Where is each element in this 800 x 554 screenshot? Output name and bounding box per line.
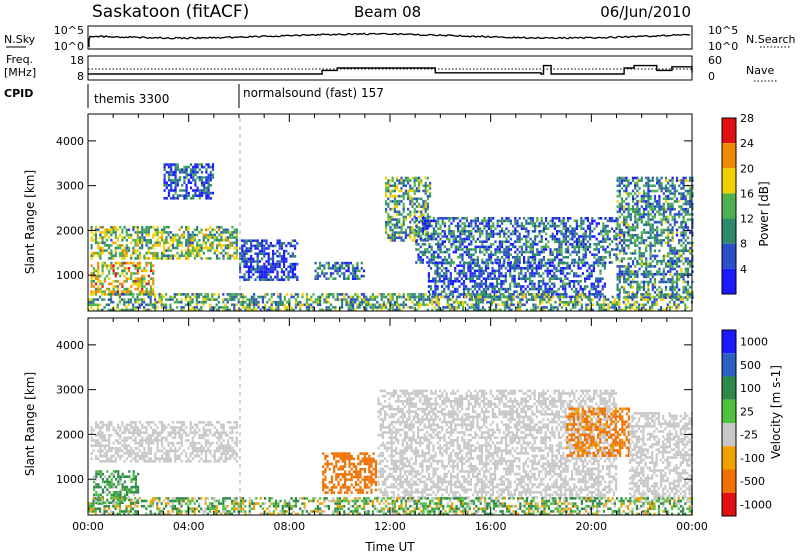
y-tick-label: 4000 [56, 339, 84, 352]
colorbar-segment [722, 243, 736, 269]
freq-label-1: Freq. [6, 53, 33, 66]
cpid-entry-1: themis 3300 [94, 92, 169, 106]
echo-region [90, 261, 155, 296]
velocity-echo-layer [88, 389, 693, 516]
y-tick-label: 4000 [56, 135, 84, 148]
x-tick-label: 04:00 [173, 520, 205, 533]
nave-tick-high: 60 [708, 54, 722, 67]
y-tick-label: 3000 [56, 180, 84, 193]
velocity-ylabel: Slant Range [km] [23, 372, 37, 476]
colorbar-segment [722, 423, 736, 447]
x-tick-label: 20:00 [575, 520, 607, 533]
colorbar-segment [722, 376, 736, 400]
y-tick-label: 2000 [56, 428, 84, 441]
echo-region [322, 452, 377, 494]
x-tick-label: 00:00 [72, 520, 104, 533]
echo-region [163, 163, 215, 200]
power-x-ticks [87, 114, 693, 311]
x-tick-label: 08:00 [273, 520, 305, 533]
echo-region [616, 176, 694, 299]
colorbar-tick-label: -500 [740, 475, 765, 488]
cpid-row: CPID themis 3300 normalsound (fast) 157 [4, 84, 384, 108]
cpid-label: CPID [4, 87, 33, 100]
y-tick-label: 1000 [56, 269, 84, 282]
colorbar-segment [722, 399, 736, 423]
colorbar-segment [722, 492, 736, 516]
power-ylabel: Slant Range [km] [23, 170, 37, 274]
colorbar-tick-label: 12 [740, 213, 754, 226]
colorbar-segment [722, 218, 736, 244]
colorbar-segment [722, 143, 736, 169]
x-tick-label: 16:00 [475, 520, 507, 533]
colorbar-segment [722, 469, 736, 493]
nsearch-tick-low: 10^0 [708, 40, 738, 53]
y-tick-label: 2000 [56, 224, 84, 237]
colorbar-tick-label: -1000 [740, 498, 772, 511]
colorbar-segment [722, 353, 736, 377]
y-tick-label: 3000 [56, 384, 84, 397]
echo-region [629, 412, 693, 503]
echo-region [385, 176, 432, 242]
nave-tick-low: 0 [708, 70, 715, 83]
colorbar-tick-label: 25 [740, 405, 754, 418]
velocity-x-axis: 00:00 04:00 08:00 12:00 16:00 20:00 00:00 [72, 318, 708, 533]
velocity-y-axis: 1000 2000 3000 4000 [56, 339, 692, 486]
y-tick-label: 1000 [56, 473, 84, 486]
colorbar-tick-label: 28 [740, 112, 754, 125]
echo-region [415, 217, 618, 264]
colorbar-segment [722, 268, 736, 294]
colorbar-tick-label: -25 [740, 429, 758, 442]
colorbar-frame [721, 117, 737, 295]
nsearch-tick-high: 10^5 [708, 24, 738, 37]
colorbar-tick-label: 100 [740, 382, 761, 395]
x-tick-label: 00:00 [676, 520, 708, 533]
freq-tick-low: 8 [77, 70, 84, 83]
colorbar-segment [722, 330, 736, 354]
colorbar-frame [721, 329, 737, 517]
nsearch-label: N.Search [746, 33, 796, 46]
date-title: 06/Jun/2010 [600, 3, 691, 21]
power-colorbar: 4 8 12 16 20 24 28 Power [dB] [721, 112, 771, 295]
freq-tick-high: 18 [70, 54, 84, 67]
echo-region [90, 421, 238, 463]
colorbar-tick-label: 500 [740, 359, 761, 372]
x-tick-label: 12:00 [374, 520, 406, 533]
echo-region [566, 407, 630, 457]
x-axis-label: Time UT [364, 540, 415, 554]
colorbar-tick-label: -100 [740, 452, 765, 465]
colorbar-tick-label: 1000 [740, 336, 768, 349]
nsky-tick-high: 10^5 [54, 24, 84, 37]
velocity-colorbar-label: Velocity [m s-1] [769, 365, 783, 459]
colorbar-tick-label: 16 [740, 187, 754, 200]
freq-label-2: [MHz] [4, 66, 36, 79]
colorbar-segment [722, 168, 736, 194]
cpid-entry-2: normalsound (fast) 157 [243, 86, 384, 100]
colorbar-segment [722, 118, 736, 144]
power-echo-layer [88, 163, 694, 312]
velocity-panel: 1000 2000 3000 4000 00:00 04:00 08:00 12:00 16:… [23, 317, 708, 554]
colorbar-tick-label: 4 [740, 263, 747, 276]
echo-region [90, 225, 238, 260]
beam-title: Beam 08 [354, 3, 421, 21]
power-panel: 1000 2000 3000 4000 Slant Range [km] [23, 113, 694, 312]
nave-label: Nave [746, 64, 774, 77]
station-title: Saskatoon (fitACF) [92, 2, 249, 22]
colorbar-segment [722, 193, 736, 219]
velocity-colorbar: 1000 500 100 25 -25 -100 -500 -1000 Velocity [m… [721, 329, 783, 517]
echo-region [427, 261, 606, 299]
echo-region [377, 389, 618, 499]
colorbar-segment [722, 446, 736, 470]
freq-strip: Freq. [MHz] 18 8 60 0 Nave [4, 53, 778, 83]
echo-region [314, 261, 366, 280]
nsky-label: N.Sky [4, 33, 36, 46]
nsky-strip: N.Sky 10^5 10^0 10^5 10^0 N.Search [4, 24, 796, 53]
power-colorbar-label: Power [dB] [757, 181, 771, 246]
echo-region [239, 239, 299, 281]
colorbar-tick-label: 24 [740, 137, 754, 150]
power-y-axis: 1000 2000 3000 4000 [56, 135, 692, 282]
colorbar-tick-label: 8 [740, 238, 747, 251]
nsky-tick-low: 10^0 [54, 40, 84, 53]
colorbar-tick-label: 20 [740, 162, 754, 175]
